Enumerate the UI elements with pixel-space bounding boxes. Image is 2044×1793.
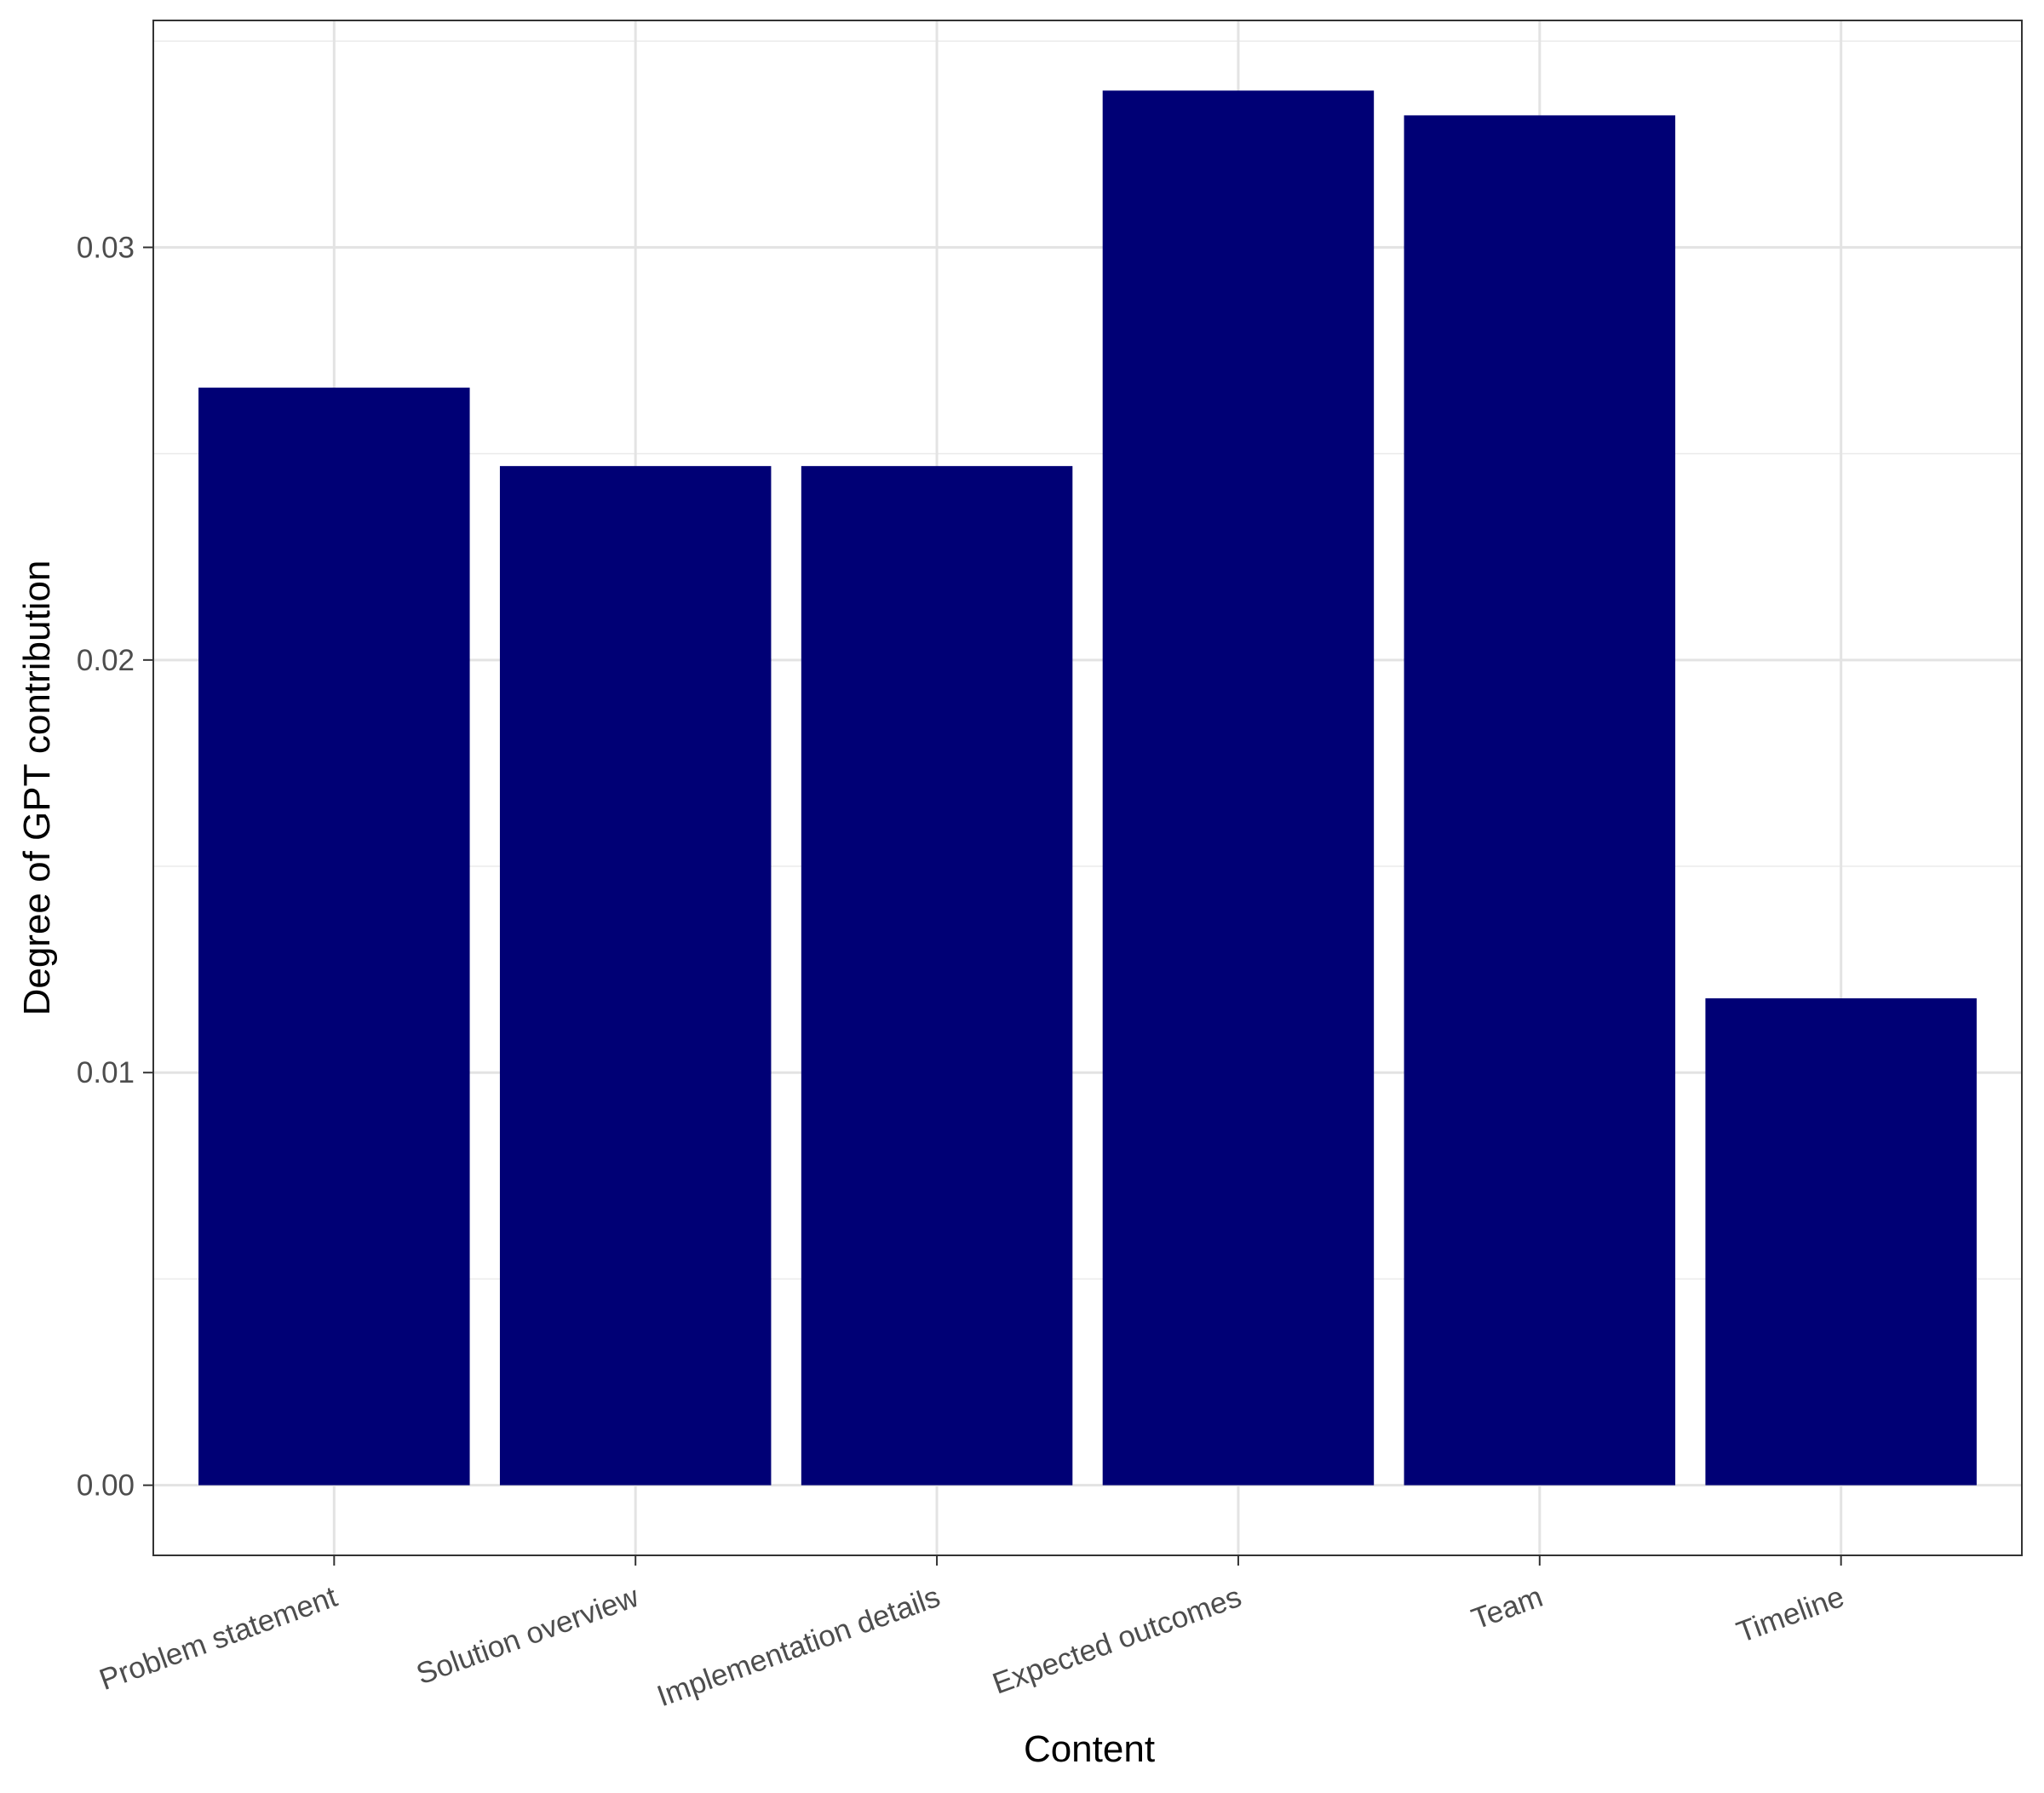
plot-panel-border <box>152 20 2023 1556</box>
y-tick-label: 0.03 <box>77 231 135 264</box>
y-tick-label: 0.02 <box>77 644 135 677</box>
bar <box>1102 90 1375 1486</box>
bar <box>801 466 1073 1486</box>
bar <box>499 466 772 1486</box>
bars <box>198 90 1977 1486</box>
bar <box>1705 998 1977 1486</box>
x-axis-title: Content <box>1024 1728 1155 1770</box>
bar <box>1404 115 1676 1486</box>
y-axis-title: Degree of GPT contribution <box>16 560 58 1016</box>
y-tick-label: 0.00 <box>77 1469 135 1503</box>
bar <box>198 388 470 1486</box>
y-tick-label: 0.01 <box>77 1056 135 1089</box>
